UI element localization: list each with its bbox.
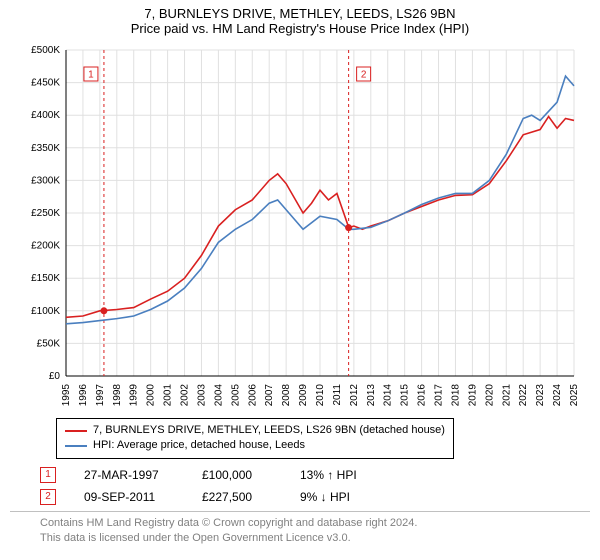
y-tick-label: £500K [31, 45, 60, 56]
legend-swatch [65, 430, 87, 432]
marker-row-delta: 13% ↑ HPI [300, 468, 380, 482]
x-tick-label: 2020 [484, 384, 495, 407]
y-tick-label: £200K [31, 241, 60, 252]
x-tick-label: 2008 [281, 384, 292, 407]
y-tick-label: £450K [31, 78, 60, 89]
chart-subtitle: Price paid vs. HM Land Registry's House … [10, 21, 590, 36]
x-tick-label: 2002 [180, 384, 191, 407]
y-tick-label: £400K [31, 110, 60, 121]
x-tick-label: 2000 [146, 384, 157, 407]
x-tick-label: 2024 [552, 384, 563, 407]
marker-dot [345, 224, 352, 231]
footnote-line: Contains HM Land Registry data © Crown c… [40, 516, 580, 531]
x-tick-label: 2005 [230, 384, 241, 407]
y-tick-label: £350K [31, 143, 60, 154]
x-tick-label: 2009 [298, 384, 309, 407]
marker-number: 1 [88, 70, 94, 81]
legend-item: 7, BURNLEYS DRIVE, METHLEY, LEEDS, LS26 … [65, 423, 445, 438]
x-tick-label: 2004 [213, 384, 224, 407]
marker-row-price: £100,000 [202, 468, 272, 482]
marker-row-number: 1 [40, 467, 56, 483]
legend-item: HPI: Average price, detached house, Leed… [65, 438, 445, 453]
x-tick-label: 1996 [78, 384, 89, 407]
x-tick-label: 2003 [196, 384, 207, 407]
x-tick-label: 2017 [434, 384, 445, 407]
marker-row-price: £227,500 [202, 490, 272, 504]
x-tick-label: 2023 [535, 384, 546, 407]
marker-row-number: 2 [40, 489, 56, 505]
x-tick-label: 2014 [383, 384, 394, 407]
y-tick-label: £0 [49, 371, 61, 382]
x-tick-label: 2013 [366, 384, 377, 407]
x-tick-label: 2010 [315, 384, 326, 407]
x-tick-label: 2001 [163, 384, 174, 407]
marker-table: 1 27-MAR-1997 £100,000 13% ↑ HPI 2 09-SEP-201… [40, 467, 590, 505]
marker-row: 2 09-SEP-2011 £227,500 9% ↓ HPI [40, 489, 590, 505]
marker-row-date: 09-SEP-2011 [84, 490, 174, 504]
marker-number: 2 [361, 70, 367, 81]
x-tick-label: 2016 [417, 384, 428, 407]
x-tick-label: 2007 [264, 384, 275, 407]
marker-row-delta: 9% ↓ HPI [300, 490, 380, 504]
x-tick-label: 2025 [569, 384, 580, 407]
x-tick-label: 2011 [332, 384, 343, 406]
x-tick-label: 1995 [61, 384, 72, 407]
x-tick-label: 2006 [247, 384, 258, 407]
y-tick-label: £50K [37, 338, 61, 349]
x-tick-label: 1997 [95, 384, 106, 407]
chart-title-address: 7, BURNLEYS DRIVE, METHLEY, LEEDS, LS26 … [10, 6, 590, 21]
legend-swatch [65, 445, 87, 447]
marker-dot [100, 307, 107, 314]
legend-label: 7, BURNLEYS DRIVE, METHLEY, LEEDS, LS26 … [93, 423, 445, 438]
legend-label: HPI: Average price, detached house, Leed… [93, 438, 305, 453]
x-tick-label: 1999 [129, 384, 140, 407]
line-chart: £0 £50K £100K £150K £200K £250K £300K £350K £400… [20, 42, 580, 412]
y-tick-label: £100K [31, 306, 60, 317]
x-tick-label: 2018 [450, 384, 461, 407]
x-tick-label: 2022 [518, 384, 529, 407]
marker-row: 1 27-MAR-1997 £100,000 13% ↑ HPI [40, 467, 590, 483]
y-tick-label: £250K [31, 208, 60, 219]
x-tick-label: 2019 [467, 384, 478, 407]
x-tick-label: 2021 [501, 384, 512, 407]
x-tick-label: 2012 [349, 384, 360, 407]
data-attribution: Contains HM Land Registry data © Crown c… [10, 511, 590, 546]
footnote-line: This data is licensed under the Open Gov… [40, 531, 580, 546]
marker-row-date: 27-MAR-1997 [84, 468, 174, 482]
y-tick-label: £300K [31, 175, 60, 186]
x-tick-label: 1998 [112, 384, 123, 407]
chart-legend: 7, BURNLEYS DRIVE, METHLEY, LEEDS, LS26 … [56, 418, 454, 459]
x-tick-label: 2015 [400, 384, 411, 407]
y-tick-label: £150K [31, 273, 60, 284]
